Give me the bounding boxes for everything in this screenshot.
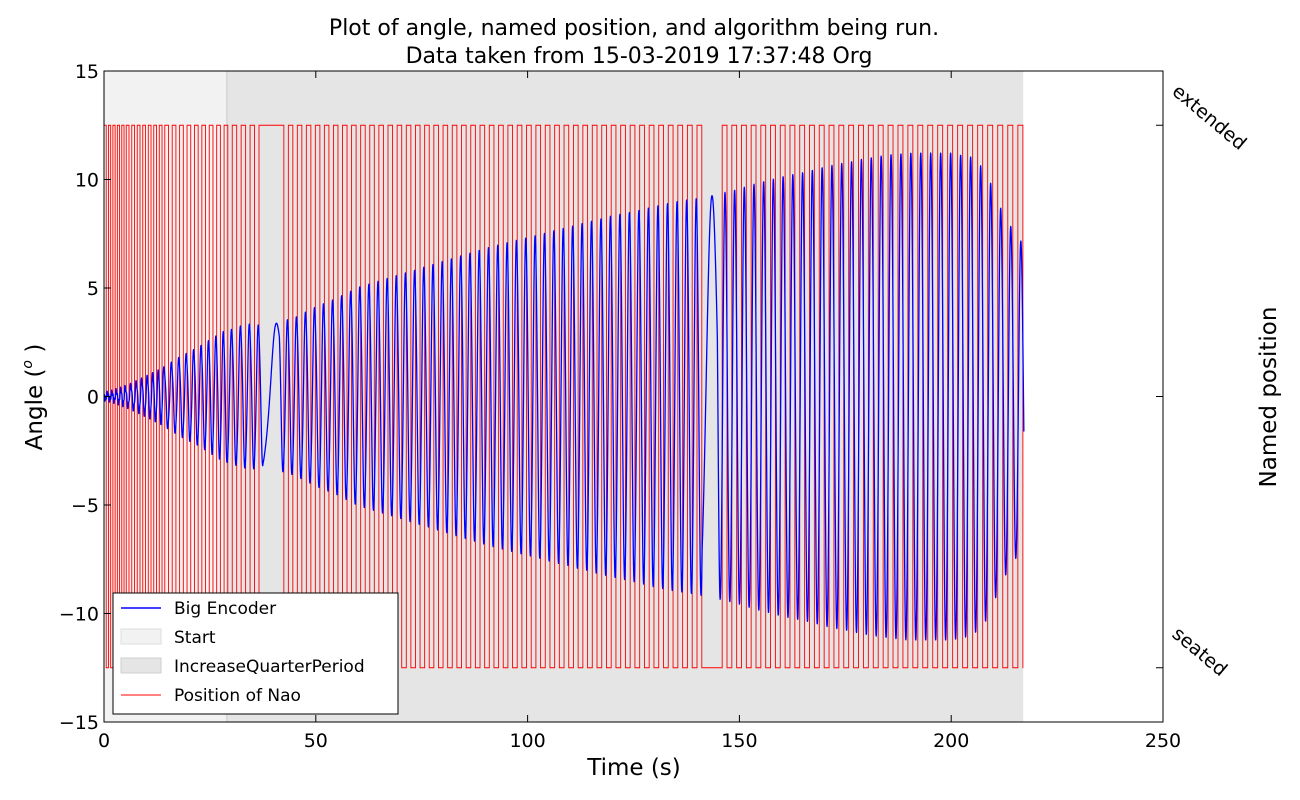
x-tick-label: 100 bbox=[509, 730, 545, 752]
x-tick-label: 150 bbox=[721, 730, 757, 752]
legend: Big Encoder Start IncreaseQuarterPeriod … bbox=[112, 592, 399, 715]
legend-swatch-increase-quarter-period bbox=[120, 657, 162, 674]
x-axis-label: Time (s) bbox=[586, 755, 681, 781]
series-position-of-nao bbox=[104, 124, 1024, 669]
chart-subtitle: Data taken from 15-03-2019 17:37:48 Org bbox=[406, 44, 873, 69]
y-axis-label-close: ) bbox=[22, 344, 48, 360]
plot-area: 0 50 100 150 200 250151050−5−10−15extendedsea… bbox=[59, 61, 1251, 752]
y-tick-label: −15 bbox=[59, 712, 99, 734]
y-axis-label-text: Angle (o ) bbox=[20, 344, 48, 451]
y-tick-label: 15 bbox=[75, 61, 99, 83]
y-axis-label: Angle (o ) bbox=[20, 344, 48, 451]
y-tick-label: −5 bbox=[71, 495, 99, 517]
legend-swatch-start bbox=[120, 628, 162, 645]
legend-label-big-encoder: Big Encoder bbox=[174, 599, 276, 619]
legend-label-position-of-nao: Position of Nao bbox=[174, 686, 301, 706]
legend-label-increase-quarter-period: IncreaseQuarterPeriod bbox=[174, 657, 365, 677]
legend-box bbox=[112, 592, 399, 715]
y-axis-label-word: Angle bbox=[22, 385, 48, 450]
x-tick-label: 200 bbox=[933, 730, 969, 752]
x-tick-label: 250 bbox=[1145, 730, 1181, 752]
legend-label-start: Start bbox=[174, 628, 216, 648]
x-tick-label: 50 bbox=[304, 730, 328, 752]
y-axis-label-unit: o bbox=[20, 360, 36, 369]
chart-title: Plot of angle, named position, and algor… bbox=[329, 16, 939, 41]
y-tick-label: −10 bbox=[59, 604, 99, 626]
y-tick-label: 10 bbox=[75, 170, 99, 192]
y-tick-label: 5 bbox=[87, 278, 99, 300]
y-tick-label: 0 bbox=[87, 387, 99, 409]
series-big-encoder bbox=[104, 152, 1025, 641]
right-axis-label: Named position bbox=[1256, 307, 1282, 488]
plot-series-group bbox=[104, 124, 1025, 669]
x-tick-label: 0 bbox=[98, 730, 110, 752]
